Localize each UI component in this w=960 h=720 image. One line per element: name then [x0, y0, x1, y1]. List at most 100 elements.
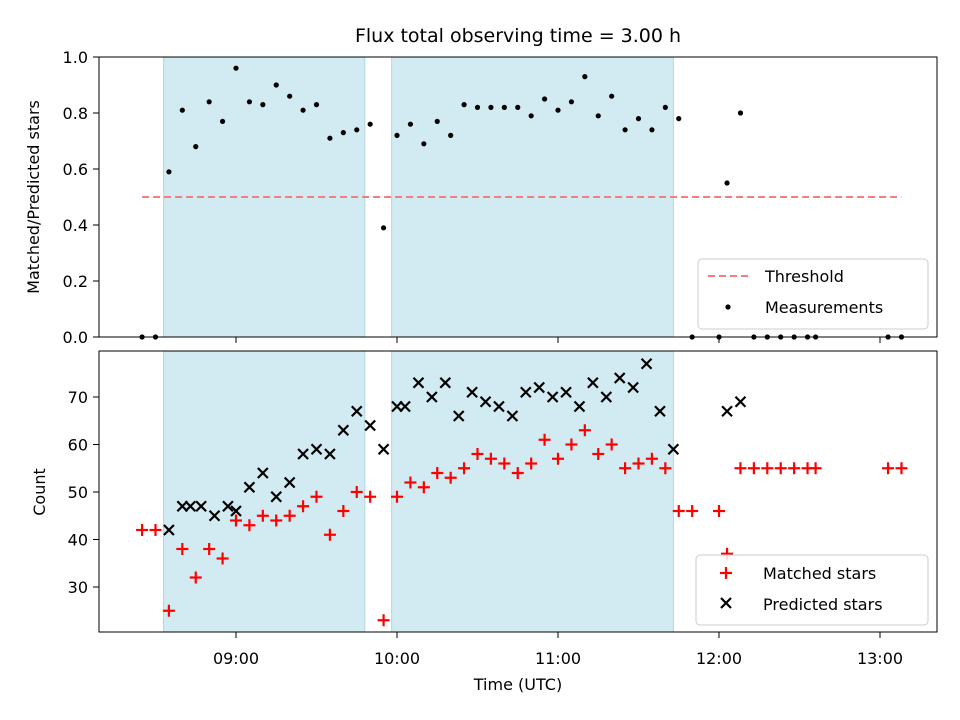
legend-matched-label: Matched stars	[763, 564, 876, 583]
predicted-star-point	[479, 395, 492, 408]
ratio-legend-box	[697, 258, 929, 330]
matched-star-point	[605, 438, 618, 451]
predicted-star-point	[243, 481, 256, 494]
predicted-star-point	[377, 443, 390, 456]
matched-star-point	[632, 457, 645, 470]
x-tick-label: 12:00	[696, 649, 742, 668]
measurement-point	[219, 118, 226, 124]
matched-star-point	[176, 543, 189, 555]
predicted-star-point	[257, 467, 269, 479]
matched-star-point	[283, 509, 296, 522]
matched-star-point	[511, 467, 524, 479]
measurement-point	[380, 225, 387, 231]
matched-star-point	[659, 462, 672, 475]
legend-measurements-label: Measurements	[765, 298, 883, 317]
measurement-point	[206, 99, 212, 105]
matched-star-point	[525, 457, 538, 470]
measurement-point	[448, 132, 454, 138]
matched-star-point	[734, 462, 747, 475]
predicted-star-point	[573, 400, 586, 413]
predicted-star-point	[452, 410, 465, 422]
count-y-tick-label: 60	[68, 436, 88, 455]
matched-star-point	[256, 509, 269, 522]
predicted-star-point	[208, 509, 221, 522]
measurement-point	[662, 104, 668, 110]
predicted-star-point	[506, 410, 519, 422]
matched-star-point	[431, 467, 444, 479]
count-plot-frame	[98, 350, 938, 633]
measurement-point	[555, 107, 561, 113]
ratio-plot-frame	[98, 56, 938, 338]
predicted-star-point	[324, 448, 336, 460]
predicted-star-point	[721, 405, 733, 418]
count-observing-window-1	[391, 350, 674, 633]
measurement-point	[609, 93, 615, 99]
count-y-tick-label: 30	[68, 578, 88, 597]
measurement-point	[179, 107, 185, 113]
measurement-point	[300, 107, 306, 113]
matched-star-point	[761, 462, 774, 475]
matched-star-point	[538, 433, 551, 446]
measurement-point	[260, 102, 266, 108]
ratio-y-tick-label: 0.8	[63, 104, 88, 123]
matched-star-point	[565, 438, 578, 451]
predicted-star-point	[546, 391, 559, 403]
legend-predicted-swatch	[720, 597, 732, 609]
predicted-star-point	[230, 505, 242, 517]
matched-star-point	[270, 514, 283, 527]
predicted-star-point	[587, 376, 599, 389]
matched-star-point	[377, 614, 390, 627]
predicted-star-point	[533, 381, 545, 394]
matched-star-point	[243, 519, 256, 532]
legend-predicted-label: Predicted stars	[763, 595, 883, 614]
matched-star-point	[458, 462, 471, 475]
x-tick-label: 11:00	[535, 649, 581, 668]
measurement-point	[488, 104, 494, 110]
ratio-y-axis-label: Matched/Predicted stars	[24, 100, 43, 294]
measurement-point	[724, 180, 730, 186]
predicted-star-point	[337, 424, 350, 437]
measurement-point	[568, 99, 575, 105]
ratio-y-tick-label: 0.6	[63, 160, 88, 179]
matched-star-point	[645, 452, 658, 465]
measurement-point	[737, 110, 744, 116]
predicted-star-point	[412, 376, 425, 389]
predicted-star-point	[640, 357, 653, 370]
measurement-point	[582, 74, 588, 80]
matched-star-point	[350, 486, 363, 498]
measurement-point	[287, 93, 293, 99]
measurement-point	[622, 127, 628, 133]
ratio-y-tick-label: 0.2	[63, 272, 88, 291]
ratio-y-tick-label: 1.0	[63, 48, 88, 67]
count-y-tick-label: 50	[68, 483, 88, 502]
measurement-point	[434, 118, 440, 124]
measurement-point	[635, 116, 642, 122]
matched-star-point	[364, 490, 377, 503]
matched-star-point	[882, 462, 895, 475]
matched-star-point	[552, 452, 564, 465]
predicted-star-point	[439, 376, 452, 389]
measurement-point	[394, 132, 400, 138]
matched-star-point	[404, 476, 417, 489]
matched-star-point	[149, 524, 162, 536]
predicted-star-point	[222, 500, 234, 513]
measurement-point	[233, 65, 239, 71]
measurement-point	[407, 121, 414, 127]
measurement-point	[367, 121, 373, 127]
measurement-point	[676, 116, 682, 122]
predicted-star-point	[310, 443, 323, 456]
predicted-star-point	[195, 500, 207, 513]
measurement-point	[421, 141, 427, 147]
chart-title: Flux total observing time = 3.00 h	[355, 25, 681, 47]
x-tick-label: 10:00	[374, 649, 420, 668]
predicted-star-point	[184, 500, 197, 513]
predicted-star-point	[297, 448, 309, 460]
x-axis-label: Time (UTC)	[473, 675, 562, 694]
measurement-point	[461, 102, 467, 108]
predicted-star-point	[350, 405, 363, 418]
matched-star-point	[337, 505, 350, 517]
matched-star-point	[323, 528, 336, 541]
measurement-point	[528, 113, 534, 119]
matched-star-point	[774, 462, 787, 475]
predicted-star-point	[613, 372, 626, 384]
